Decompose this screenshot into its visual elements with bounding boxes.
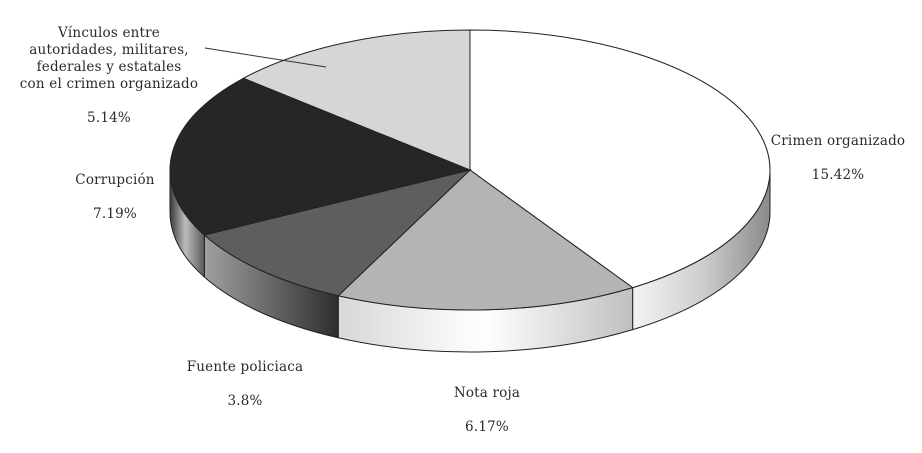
- slice-value-corrupcion: 7.19%: [93, 206, 137, 222]
- leader-line-vinculos: [204, 47, 327, 68]
- slice-value-crimen: 15.42%: [811, 167, 865, 183]
- slice-label-corrupcion: Corrupción 7.19%: [60, 155, 170, 240]
- slice-value-vinculos: 5.14%: [87, 110, 131, 126]
- slice-value-nota-roja: 6.17%: [465, 419, 509, 435]
- slice-label-crimen: Crimen organizado 15.42%: [758, 116, 918, 201]
- slice-label-vinculos: Vínculos entre autoridades, militares, f…: [2, 8, 216, 144]
- pie-chart: [169, 29, 771, 353]
- pie-slice-vinculos: [242, 29, 471, 171]
- slice-name-nota-roja: Nota roja: [453, 385, 521, 401]
- pie-slice-crimen: [469, 29, 771, 289]
- pie-slice-nota-roja: [337, 169, 634, 311]
- pie-slice-fuente: [203, 169, 472, 297]
- slice-name-fuente: Fuente policiaca: [186, 359, 304, 375]
- slice-value-fuente: 3.8%: [227, 393, 263, 409]
- slice-label-nota-roja: Nota roja 6.17%: [432, 368, 542, 453]
- slice-label-fuente: Fuente policiaca 3.8%: [170, 342, 320, 427]
- slice-name-corrupcion: Corrupción: [75, 172, 155, 188]
- slice-name-vinculos: Vínculos entre autoridades, militares, f…: [19, 25, 199, 92]
- pie-slice-corrupcion: [169, 77, 472, 236]
- slice-name-crimen: Crimen organizado: [770, 133, 906, 149]
